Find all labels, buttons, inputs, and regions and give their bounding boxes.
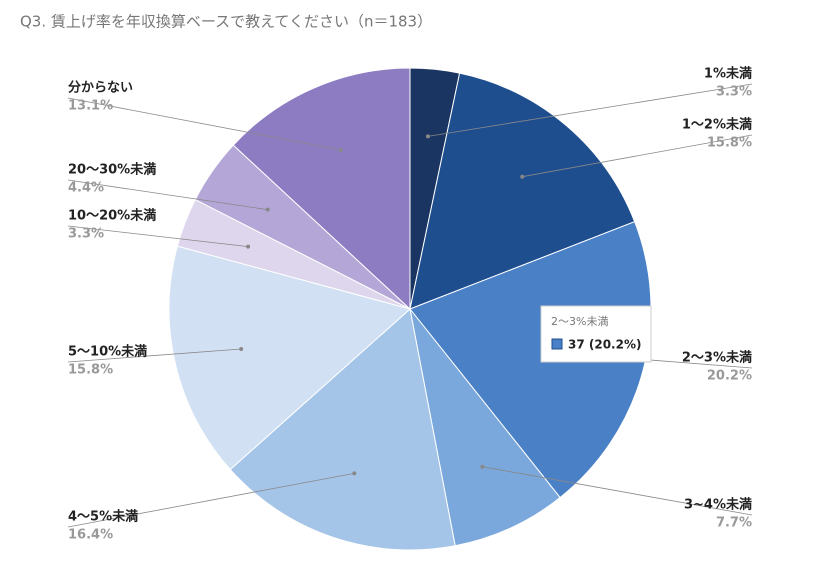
tooltip-title: 2〜3%未満 bbox=[551, 315, 608, 328]
slice-label: 4〜5%未満 bbox=[68, 509, 138, 525]
tooltip-swatch bbox=[551, 338, 563, 350]
leader-line bbox=[427, 83, 753, 137]
pie-slice bbox=[229, 308, 456, 551]
leader-dot bbox=[246, 244, 251, 249]
leader-line bbox=[67, 472, 355, 528]
pie-slice bbox=[409, 221, 652, 499]
leader-dot bbox=[265, 207, 270, 212]
slice-value-label: 3.3% bbox=[68, 227, 104, 242]
leader-dot bbox=[480, 464, 485, 469]
slice-value-label: 7.7% bbox=[716, 516, 752, 531]
slice-label: 10〜20%未満 bbox=[68, 208, 156, 224]
slice-value-label: 3.3% bbox=[716, 85, 752, 100]
leader-line bbox=[67, 97, 341, 151]
slice-label: 3~4%未満 bbox=[684, 497, 752, 513]
leader-dot bbox=[425, 134, 430, 139]
slice-value-label: 20.2% bbox=[707, 369, 752, 384]
leader-line bbox=[482, 466, 753, 516]
slice-label: 20〜30%未満 bbox=[68, 162, 156, 178]
slice-value-label: 15.8% bbox=[707, 136, 752, 151]
slice-label: 5〜10%未満 bbox=[68, 344, 147, 360]
slice-label: 1%未満 bbox=[704, 66, 752, 82]
leader-dot bbox=[239, 346, 244, 351]
chart-title: Q3. 賃上げ率を年収換算ベースで教えてください（n＝183） bbox=[20, 13, 432, 31]
leader-line bbox=[522, 134, 753, 178]
leader-dot bbox=[520, 174, 525, 179]
slice-label: 2〜3%未満 bbox=[682, 350, 752, 366]
pie-slice bbox=[168, 245, 412, 471]
slice-label: 分からない bbox=[68, 80, 133, 96]
tooltip-box bbox=[540, 305, 652, 363]
pie-slice bbox=[232, 67, 411, 311]
slice-value-label: 15.8% bbox=[68, 363, 113, 378]
leader-line bbox=[67, 225, 249, 248]
leader-dot bbox=[338, 147, 343, 152]
leader-line bbox=[67, 348, 242, 363]
slice-value-label: 13.1% bbox=[68, 99, 113, 114]
leader-dot bbox=[352, 471, 357, 476]
slice-value-label: 16.4% bbox=[68, 528, 113, 543]
tooltip: 2〜3%未満 37 (20.2%) bbox=[540, 305, 652, 363]
tooltip-text: 37 (20.2%) bbox=[568, 338, 641, 352]
leader-line bbox=[67, 179, 268, 211]
pie-slice bbox=[409, 72, 636, 310]
slice-value-label: 4.4% bbox=[68, 181, 104, 196]
pie-slice bbox=[409, 308, 561, 547]
slice-label: 1〜2%未満 bbox=[682, 117, 752, 133]
